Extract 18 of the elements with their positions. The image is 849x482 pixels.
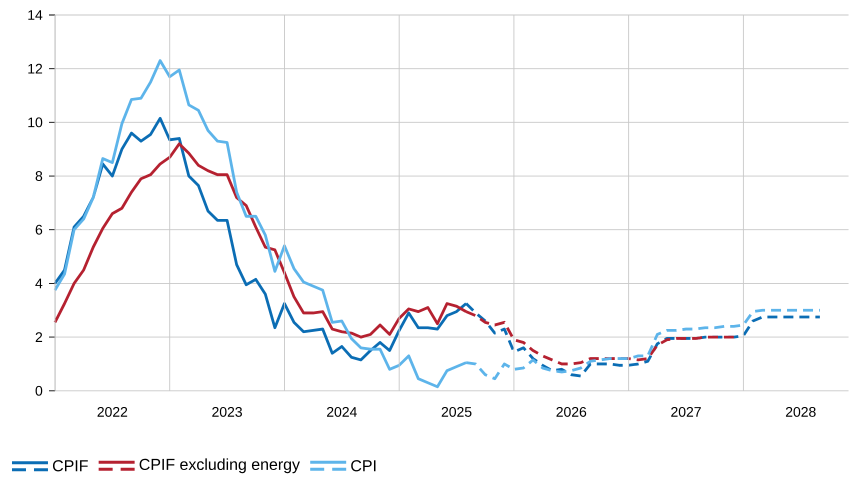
x-tick-label: 2027 [671,407,701,417]
x-tick-label: 2028 [786,407,816,417]
y-tick-label: 8 [36,171,42,182]
x-tick-label: 2023 [212,407,242,417]
y-tick-label: 12 [28,64,42,74]
legend-label: CPI [351,460,376,472]
y-tick-label: 10 [28,118,42,128]
x-tick-label: 2025 [442,407,472,417]
legend-label: CPIF [52,460,88,472]
y-tick-label: 2 [36,332,42,342]
y-tick-label: 14 [28,10,42,20]
y-tick-label: 6 [36,224,42,235]
legend-label: CPIF excluding energy [140,458,300,474]
x-tick-label: 2026 [556,407,586,417]
x-tick-label: 2022 [98,407,128,417]
y-tick-label: 4 [35,278,42,288]
x-tick-label: 2024 [327,407,357,417]
y-tick-label: 0 [36,386,42,396]
